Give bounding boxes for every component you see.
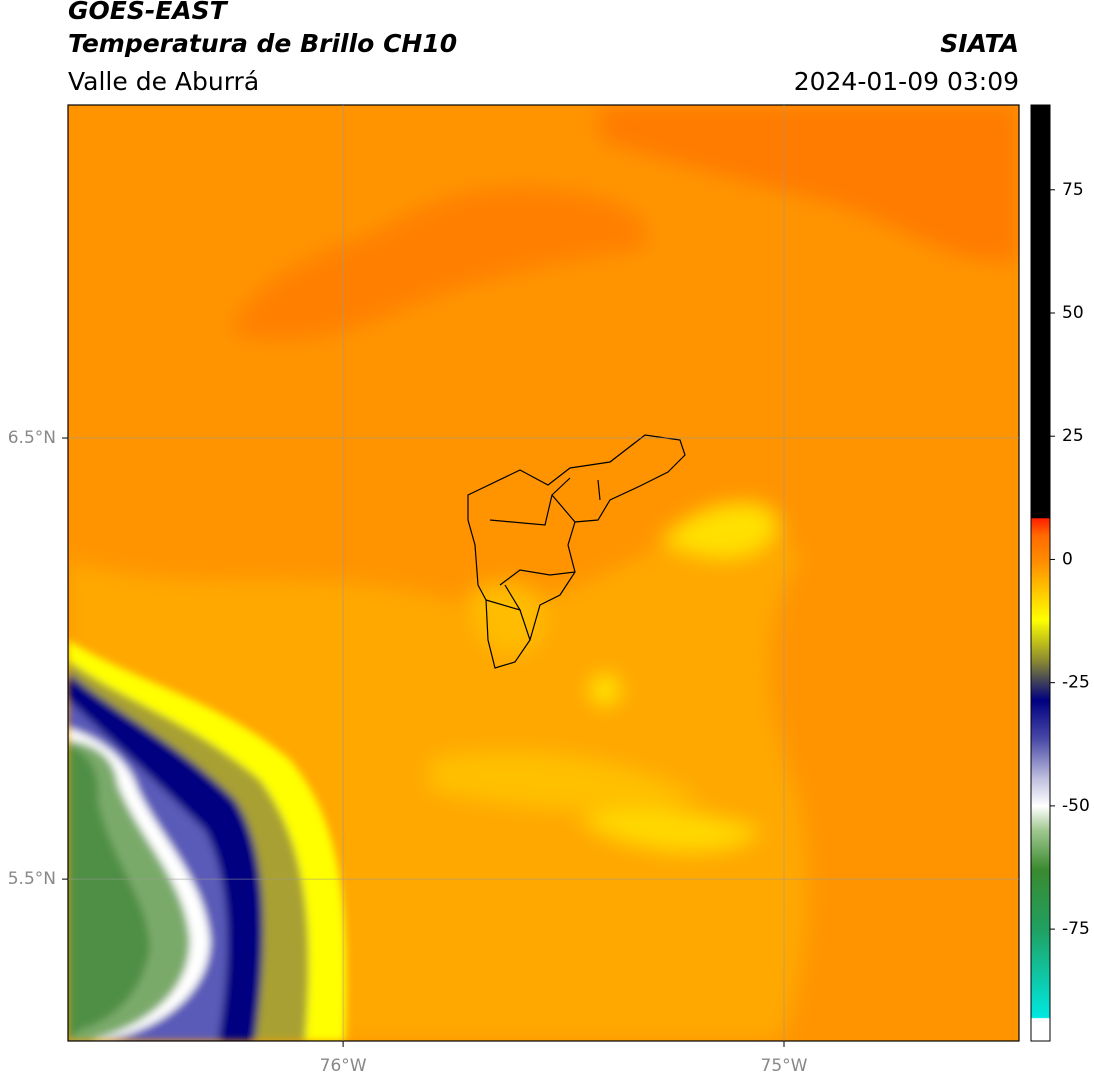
colorbar-tick-label: 25 xyxy=(1062,426,1084,446)
colorbar-tick-label: 0 xyxy=(1062,549,1073,569)
source: SIATA xyxy=(940,29,1019,58)
datetime: 2024-01-09 03:09 xyxy=(794,67,1019,96)
y-tick-label: 6.5°N xyxy=(8,428,56,448)
subtitle: Temperatura de Brillo CH10 xyxy=(68,29,457,58)
colorbar-tick-label: -75 xyxy=(1062,919,1090,939)
colorbar-tick-label: -25 xyxy=(1062,673,1090,693)
satellite-field xyxy=(68,105,1019,1041)
y-tick-label: 5.5°N xyxy=(8,869,56,889)
region: Valle de Aburrá xyxy=(68,67,259,96)
valle-outline xyxy=(467,434,686,669)
map-frame xyxy=(67,104,1020,1042)
colorbar-tick-label: 50 xyxy=(1062,303,1084,323)
x-tick-label: 75°W xyxy=(761,1056,808,1076)
colorbar xyxy=(1030,104,1051,1042)
x-tick-label: 76°W xyxy=(320,1056,367,1076)
title: GOES-EAST xyxy=(68,0,229,25)
colorbar-tick-label: 75 xyxy=(1062,180,1084,200)
colorbar-tick-label: -50 xyxy=(1062,796,1090,816)
